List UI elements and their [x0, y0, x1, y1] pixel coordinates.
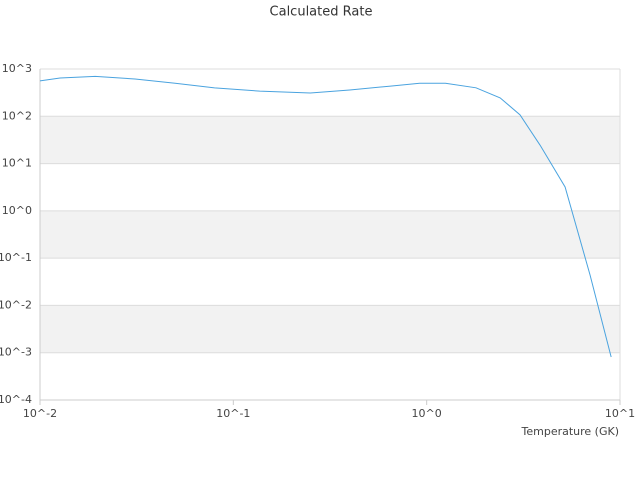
grid-band: [40, 305, 620, 353]
grid-band: [40, 116, 620, 164]
y-tick-label: 10^1: [2, 157, 32, 170]
x-tick-label: 10^0: [412, 407, 442, 420]
y-tick-label: 10^-3: [0, 346, 32, 359]
y-tick-label: 10^2: [2, 109, 32, 122]
x-tick-label: 10^1: [605, 407, 635, 420]
y-tick-label: 10^-1: [0, 251, 32, 264]
grid-band: [40, 210, 620, 259]
y-tick-label: 10^3: [2, 62, 32, 75]
y-tick-label: 10^0: [2, 204, 32, 217]
y-tick-label: 10^-4: [0, 393, 32, 406]
x-tick-label: 10^-1: [216, 407, 250, 420]
y-tick-label: 10^-2: [0, 298, 32, 311]
x-axis-label: Temperature (GK): [521, 425, 620, 438]
data-line: [39, 75, 612, 358]
x-tick-label: 10^-2: [23, 407, 57, 420]
chart-title: Calculated Rate: [270, 5, 373, 20]
